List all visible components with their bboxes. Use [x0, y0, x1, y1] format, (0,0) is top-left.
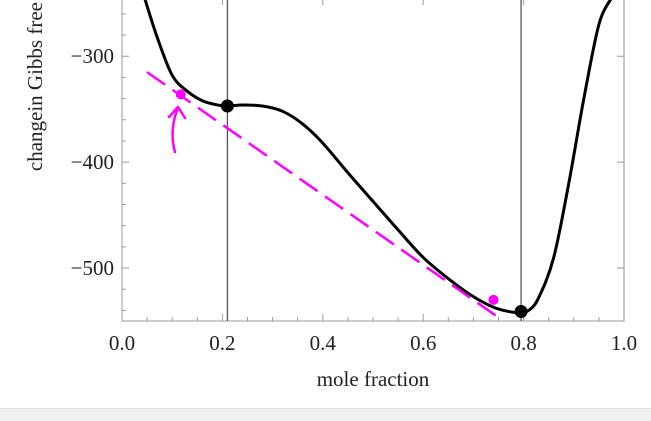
- y-axis-label: changein Gibbs free: [23, 2, 47, 171]
- x-tick-label: 1.0: [611, 331, 637, 355]
- x-tick-label: 0.6: [410, 331, 436, 355]
- gibbs-curve: [143, 0, 613, 315]
- minimum-point: [220, 99, 234, 113]
- tangent-point: [175, 89, 186, 100]
- common-tangent-line: [146, 71, 497, 317]
- annotation-arrow: [167, 105, 187, 154]
- y-axis: −300 −400 −500: [71, 13, 624, 311]
- points-group: [175, 89, 528, 318]
- x-tick-label: 0.2: [209, 331, 235, 355]
- y-tick-label: −400: [71, 150, 114, 174]
- x-axis: 0.0 0.2 0.4 0.6 0.8 1.0: [109, 0, 637, 355]
- y-tick-label: −300: [71, 44, 114, 68]
- x-tick-label: 0.0: [109, 331, 135, 355]
- tangent-point: [488, 294, 499, 305]
- x-tick-label: 0.4: [310, 331, 337, 355]
- series-group: [143, 0, 613, 317]
- window-bottom-edge: [0, 408, 651, 421]
- y-tick-label: −500: [71, 256, 114, 280]
- vertical-lines: [226, 0, 522, 321]
- x-tick-label: 0.8: [510, 331, 536, 355]
- x-axis-label: mole fraction: [317, 367, 430, 391]
- minimum-point: [514, 304, 528, 318]
